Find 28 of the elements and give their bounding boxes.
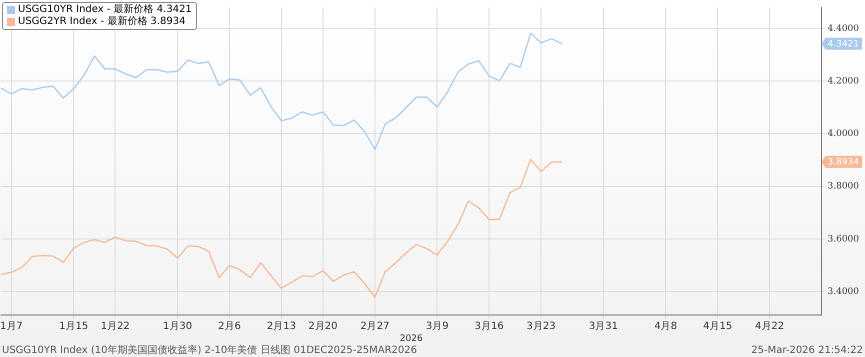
x-tick-label: 2月6: [218, 320, 241, 332]
x-tick-label: 1月30: [163, 320, 192, 332]
x-tick-label: 3月9: [426, 320, 449, 332]
y-tick-label: 4.0000: [828, 129, 860, 140]
x-tick-label: 4月15: [703, 320, 732, 332]
y-tick-label: 3.4000: [828, 286, 860, 297]
text: 25-Mar-2026 21:54:22: [751, 344, 863, 357]
y-tick-label: 3.8000: [828, 182, 860, 192]
y-tick-label: 3.6000: [828, 234, 860, 244]
x-tick-label: 2月20: [308, 320, 338, 332]
x-axis-title: 2026: [400, 334, 423, 344]
x-tick-label: 2月27: [360, 320, 390, 332]
legend-label: USGG2YR Index - 最新价格 3.8934: [18, 16, 186, 28]
x-tick-label: 4月8: [654, 320, 678, 332]
x-tick-label: 1月7: [0, 320, 23, 332]
text: 3.8934: [828, 158, 860, 168]
x-tick-label: 4月22: [755, 320, 784, 332]
y-tick-label: 4.4000: [828, 24, 860, 34]
y-tick-label: 4.2000: [828, 76, 860, 86]
text: 4.3421: [828, 40, 860, 50]
x-tick-label: 3月23: [526, 320, 556, 332]
text: USGG10YR Index (10年期美国国债收益率) 2-10年美债 日线图 01DEC2025-25MAR2026: [2, 344, 417, 357]
x-tick-label: 1月15: [59, 320, 88, 332]
x-tick-label: 2月13: [266, 320, 296, 332]
x-tick-label: 3月31: [588, 320, 618, 332]
x-tick-label: 3月16: [474, 320, 504, 332]
x-tick-label: 1月22: [100, 320, 130, 332]
legend-label: USGG10YR Index - 最新价格 4.3421: [18, 4, 192, 16]
